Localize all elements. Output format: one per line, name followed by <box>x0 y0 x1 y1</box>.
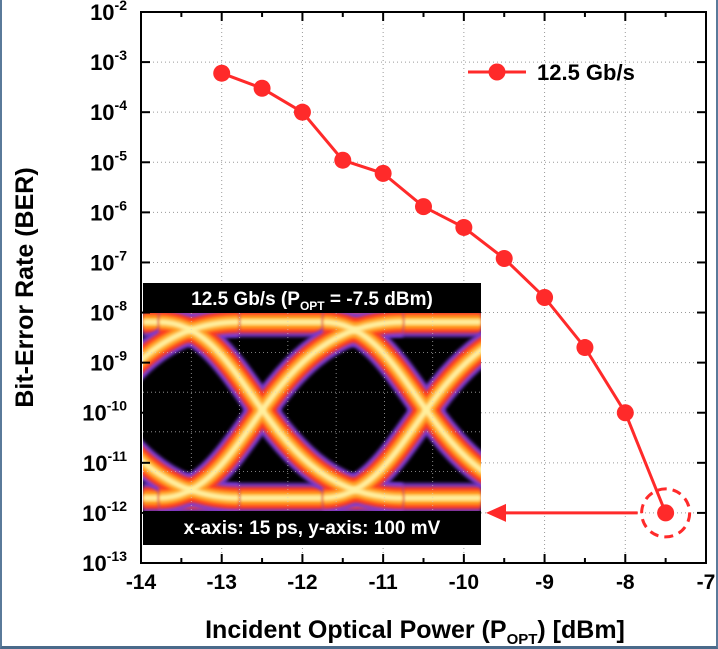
eye-transition-9-1 <box>487 322 718 498</box>
x-tick-labels: -14 -13 -12 -11 -10 -9 -8 -7 <box>126 571 716 594</box>
y-axis-title: Bit-Error Rate (BER) <box>11 167 39 407</box>
eye-transition-9-3 <box>487 322 718 498</box>
data-point-2 <box>293 103 311 121</box>
y-tick-label: 10-7 <box>90 247 127 275</box>
data-point-1 <box>253 79 271 97</box>
y-tick-label: 10-10 <box>82 398 127 426</box>
data-point-6 <box>455 218 473 236</box>
data-point-5 <box>415 198 432 216</box>
eye-transition-8-3 <box>487 322 718 498</box>
data-point-8 <box>536 288 554 306</box>
y-tick-label: 10-3 <box>90 47 127 75</box>
data-point-0 <box>213 64 231 82</box>
eye-transition-8-1 <box>487 322 718 498</box>
eye-transition-8-0 <box>487 322 718 498</box>
legend: 12.5 Gb/s <box>468 60 635 85</box>
eye-transition-9-2 <box>487 322 718 498</box>
eye-top-rail-core <box>143 319 481 325</box>
eye-diagram-inset: 12.5 Gb/s (POPT = -7.5 dBm) x-axis: 15 ps… <box>143 283 718 545</box>
x-tick-label: -10 <box>449 571 479 594</box>
data-point-3 <box>334 151 352 169</box>
x-tick-label: -9 <box>535 571 554 594</box>
x-tick-label: -8 <box>616 571 635 594</box>
y-tick-label: 10-12 <box>82 498 127 526</box>
y-tick-labels: 10-2 10-3 10-4 10-5 10-6 10-7 10-8 10-9 10-10 10-… <box>82 0 127 576</box>
eye-transition-8-2 <box>487 322 718 498</box>
legend-label: 12.5 Gb/s <box>537 60 635 85</box>
y-tick-label: 10-8 <box>90 298 127 326</box>
y-tick-label: 10-4 <box>90 97 127 125</box>
x-tick-label: -11 <box>369 571 399 594</box>
y-tick-label: 10-11 <box>83 448 127 476</box>
y-tick-label: 10-13 <box>82 548 127 576</box>
eye-transition-9-0 <box>487 322 718 498</box>
inset-caption-bar <box>143 511 481 545</box>
x-axis-title: Incident Optical Power (POPT) [dBm] <box>205 616 625 648</box>
x-tick-label: -7 <box>697 571 716 594</box>
axis-ticks <box>140 11 707 564</box>
axis-titles: Incident Optical Power (POPT) [dBm] Bit-E… <box>11 167 625 648</box>
data-point-11 <box>657 504 675 522</box>
y-tick-label: 10-2 <box>90 0 127 25</box>
highlight-arrow-head <box>486 503 506 522</box>
x-tick-label: -12 <box>287 571 317 594</box>
legend-marker <box>488 63 506 81</box>
y-tick-label: 10-6 <box>90 197 127 225</box>
x-tick-label: -13 <box>207 571 237 594</box>
inset-caption: x-axis: 15 ps, y-axis: 100 mV <box>184 518 441 539</box>
series-12-5-gbps <box>213 64 675 522</box>
data-point-4 <box>374 164 392 182</box>
data-point-7 <box>495 249 513 267</box>
highlight-dashed-circle <box>640 487 692 539</box>
data-point-9 <box>576 339 594 357</box>
highlight-annotation <box>486 487 692 539</box>
data-point-10 <box>616 404 634 422</box>
inset-title: 12.5 Gb/s (POPT = -7.5 dBm) <box>191 289 433 313</box>
eye-transition-7-3 <box>322 319 481 474</box>
eye-bottom-rail-core <box>143 495 481 501</box>
x-tick-label: -14 <box>126 571 157 594</box>
y-tick-label: 10-9 <box>90 348 127 376</box>
inset-title-bar <box>143 283 481 313</box>
y-tick-label: 10-5 <box>90 147 127 175</box>
